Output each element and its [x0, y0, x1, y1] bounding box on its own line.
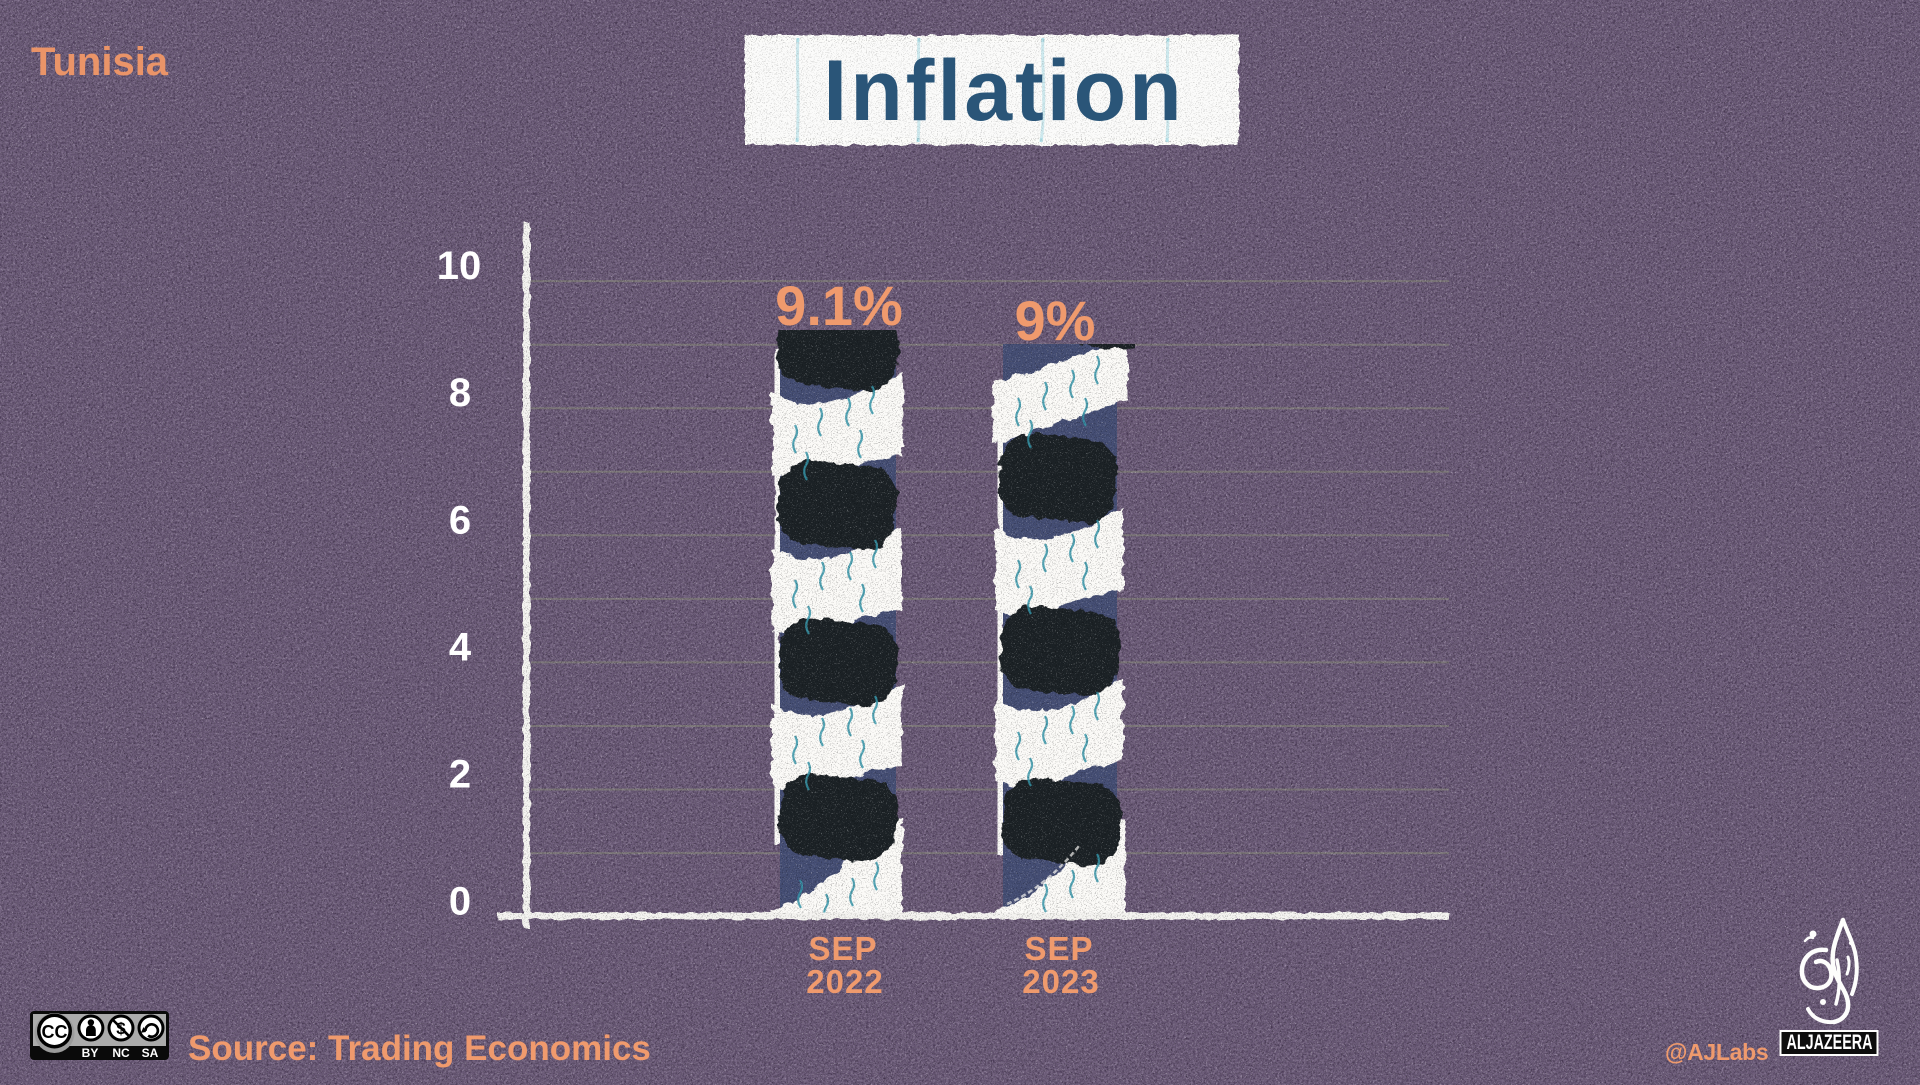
svg-text:NC: NC: [112, 1046, 130, 1060]
svg-text:2023: 2023: [1022, 963, 1099, 1000]
svg-text:8: 8: [449, 371, 471, 415]
svg-text:CC: CC: [42, 1022, 68, 1042]
svg-text:Source: Trading Economics: Source: Trading Economics: [188, 1029, 651, 1068]
svg-text:@AJLabs: @AJLabs: [1665, 1039, 1768, 1065]
svg-text:SA: SA: [142, 1046, 159, 1060]
svg-text:10: 10: [437, 244, 482, 288]
svg-text:4: 4: [449, 625, 472, 669]
svg-text:Inflation: Inflation: [823, 43, 1184, 139]
svg-text:9.1%: 9.1%: [775, 274, 903, 337]
svg-text:9%: 9%: [1015, 289, 1096, 352]
svg-text:2022: 2022: [806, 963, 883, 1000]
svg-text:2: 2: [449, 753, 471, 797]
svg-text:6: 6: [449, 498, 471, 542]
svg-text:SEP: SEP: [1024, 930, 1093, 967]
svg-text:ALJAZEERA: ALJAZEERA: [1787, 1031, 1873, 1054]
svg-text:0: 0: [449, 880, 471, 924]
svg-text:Tunisia: Tunisia: [31, 40, 169, 84]
svg-text:BY: BY: [82, 1046, 99, 1060]
svg-text:SEP: SEP: [808, 930, 877, 967]
